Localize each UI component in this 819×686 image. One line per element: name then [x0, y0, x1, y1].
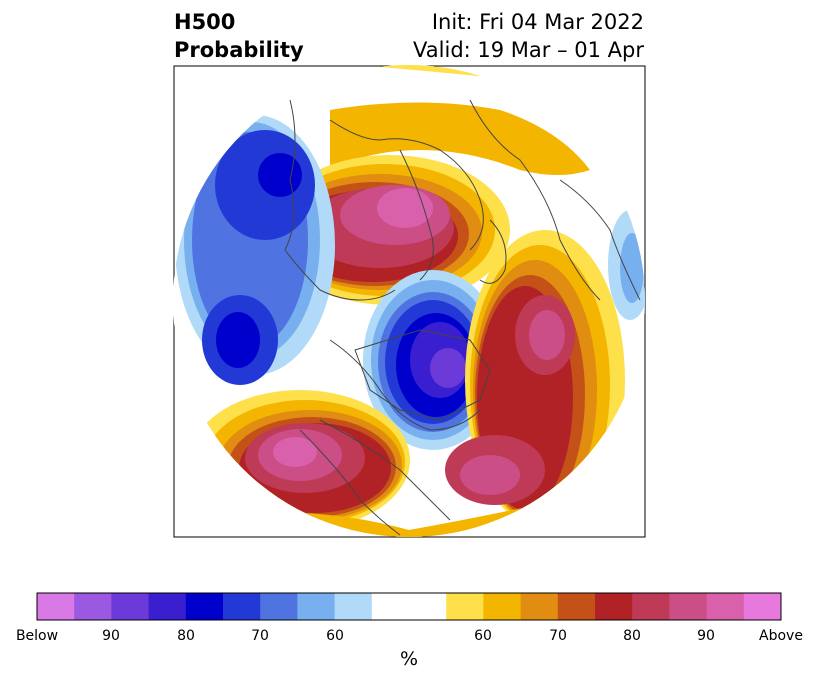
colorbar-swatch — [483, 593, 522, 620]
colorbar-swatch — [706, 593, 745, 620]
colorbar-label-below: Below — [15, 628, 59, 644]
colorbar-swatch — [409, 593, 447, 620]
colorbar-swatch — [334, 593, 373, 620]
title-right: Init: Fri 04 Mar 2022 Valid: 19 Mar – 01… — [413, 8, 644, 64]
colorbar-swatch — [557, 593, 596, 620]
title-field: Probability — [174, 38, 304, 62]
colorbar-swatch — [185, 593, 224, 620]
colorbar-swatch — [223, 593, 261, 620]
title-variable: H500 — [174, 10, 236, 34]
coastlines — [284, 99, 641, 536]
colorbar-swatch — [446, 593, 484, 620]
init-date: Init: Fri 04 Mar 2022 — [431, 10, 644, 34]
colorbar-swatch — [669, 593, 708, 620]
colorbar-swatch — [260, 593, 298, 620]
colorbar-label-below-70: 70 — [251, 628, 269, 644]
colorbar-swatch — [743, 593, 782, 620]
colorbar-swatch — [520, 593, 559, 620]
colorbar-swatch — [37, 593, 75, 620]
colorbar-label-above-90: 90 — [697, 628, 715, 644]
colorbar-swatch — [148, 593, 187, 620]
valid-range: Valid: 19 Mar – 01 Apr — [413, 38, 644, 62]
colorbar-label-above-60: 60 — [474, 628, 492, 644]
colorbar-swatch — [74, 593, 112, 620]
colorbar-label-above: Above — [759, 628, 803, 644]
colorbar-frame — [36, 592, 782, 621]
colorbar-label-above-80: 80 — [623, 628, 641, 644]
colorbar-swatch — [111, 593, 150, 620]
colorbar-label-below-80: 80 — [177, 628, 195, 644]
colorbar-swatch — [595, 593, 633, 620]
colorbar-swatch — [632, 593, 670, 620]
title-left: H500 Probability — [174, 8, 304, 64]
colorbar-label-below-90: 90 — [102, 628, 120, 644]
colorbar-units: % — [399, 648, 419, 670]
colorbar-label-below-60: 60 — [326, 628, 344, 644]
colorbar-swatch — [371, 593, 410, 620]
colorbar-swatch — [297, 593, 336, 620]
colorbar-label-above-70: 70 — [549, 628, 567, 644]
colorbar — [37, 593, 782, 620]
